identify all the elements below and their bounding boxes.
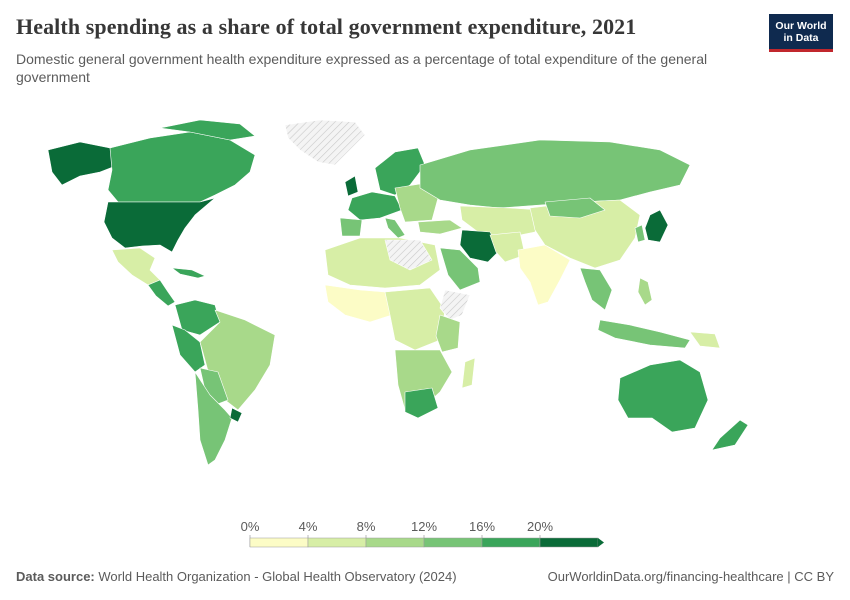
country-australia[interactable]	[617, 359, 709, 433]
country-uruguay[interactable]	[229, 407, 243, 423]
data-source: Data source: World Health Organization -…	[16, 569, 457, 584]
country-philippines[interactable]	[637, 277, 653, 306]
region-caribbean[interactable]	[171, 267, 206, 279]
region-afghan-pak[interactable]	[489, 231, 526, 263]
country-mongolia[interactable]	[544, 197, 606, 219]
region-central-africa[interactable]	[384, 287, 446, 351]
legend-bin-3[interactable]	[423, 537, 483, 548]
region-scandinavia[interactable]	[374, 147, 426, 196]
legend-tick-label: 16%	[469, 519, 495, 534]
country-korea[interactable]	[634, 224, 646, 243]
region-horn-of-africa[interactable]	[439, 289, 471, 321]
country-indonesia[interactable]	[597, 319, 691, 349]
logo-line-2: in Data	[783, 32, 819, 44]
legend-bin-5[interactable]	[539, 537, 599, 548]
country-greenland[interactable]	[284, 119, 366, 166]
logo-line-1: Our World	[775, 20, 827, 32]
country-argentina-chile[interactable]	[194, 371, 233, 466]
legend-tick-label: 20%	[527, 519, 553, 534]
legend-tick-label: 8%	[357, 519, 376, 534]
region-east-africa[interactable]	[435, 314, 461, 353]
region-central-america[interactable]	[147, 279, 176, 307]
region-sahara-no-data[interactable]	[384, 239, 433, 271]
color-legend: 0% 4% 8% 12% 16% 20%	[241, 519, 604, 548]
legend-tick-label: 12%	[411, 519, 437, 534]
country-india[interactable]	[517, 244, 571, 306]
country-canada[interactable]	[107, 131, 256, 203]
region-canada-arctic[interactable]	[159, 119, 256, 141]
legend-bin-4[interactable]	[481, 537, 541, 548]
region-western-europe[interactable]	[347, 191, 403, 221]
world-map[interactable]	[0, 110, 850, 490]
country-new-zealand[interactable]	[711, 419, 749, 451]
legend-bin-1[interactable]	[307, 537, 367, 548]
region-southeast-asia[interactable]	[579, 267, 613, 311]
chart-subtitle: Domestic general government health expen…	[16, 51, 708, 85]
legend-bin-2[interactable]	[365, 537, 425, 548]
country-iran[interactable]	[459, 229, 501, 263]
chart-title: Health spending as a share of total gove…	[16, 14, 637, 39]
country-china[interactable]	[529, 199, 641, 269]
legend-tick-label: 0%	[241, 519, 260, 534]
country-south-africa[interactable]	[404, 387, 439, 419]
legend-tick-label: 4%	[299, 519, 318, 534]
data-source-text: World Health Organization - Global Healt…	[98, 569, 457, 584]
country-usa-alaska[interactable]	[47, 141, 119, 186]
country-peru-ecuador[interactable]	[171, 324, 206, 373]
country-italy[interactable]	[384, 217, 406, 239]
country-russia[interactable]	[419, 139, 691, 209]
legend-arrow	[598, 538, 604, 547]
country-japan[interactable]	[644, 209, 669, 243]
region-west-africa[interactable]	[324, 284, 393, 323]
owid-logo[interactable]: Our World in Data	[769, 14, 833, 52]
legend-bin-0[interactable]	[249, 537, 309, 548]
country-turkey[interactable]	[417, 219, 463, 235]
country-usa[interactable]	[103, 197, 216, 253]
country-uk[interactable]	[344, 175, 359, 197]
country-saudi-arabia[interactable]	[439, 247, 481, 291]
country-madagascar[interactable]	[461, 357, 476, 389]
country-mexico[interactable]	[111, 247, 161, 286]
data-source-label: Data source:	[16, 569, 95, 584]
country-papua-new-guinea[interactable]	[689, 331, 721, 349]
source-link[interactable]: OurWorldinData.org/financing-healthcare …	[547, 569, 834, 584]
region-iberia[interactable]	[339, 217, 363, 237]
